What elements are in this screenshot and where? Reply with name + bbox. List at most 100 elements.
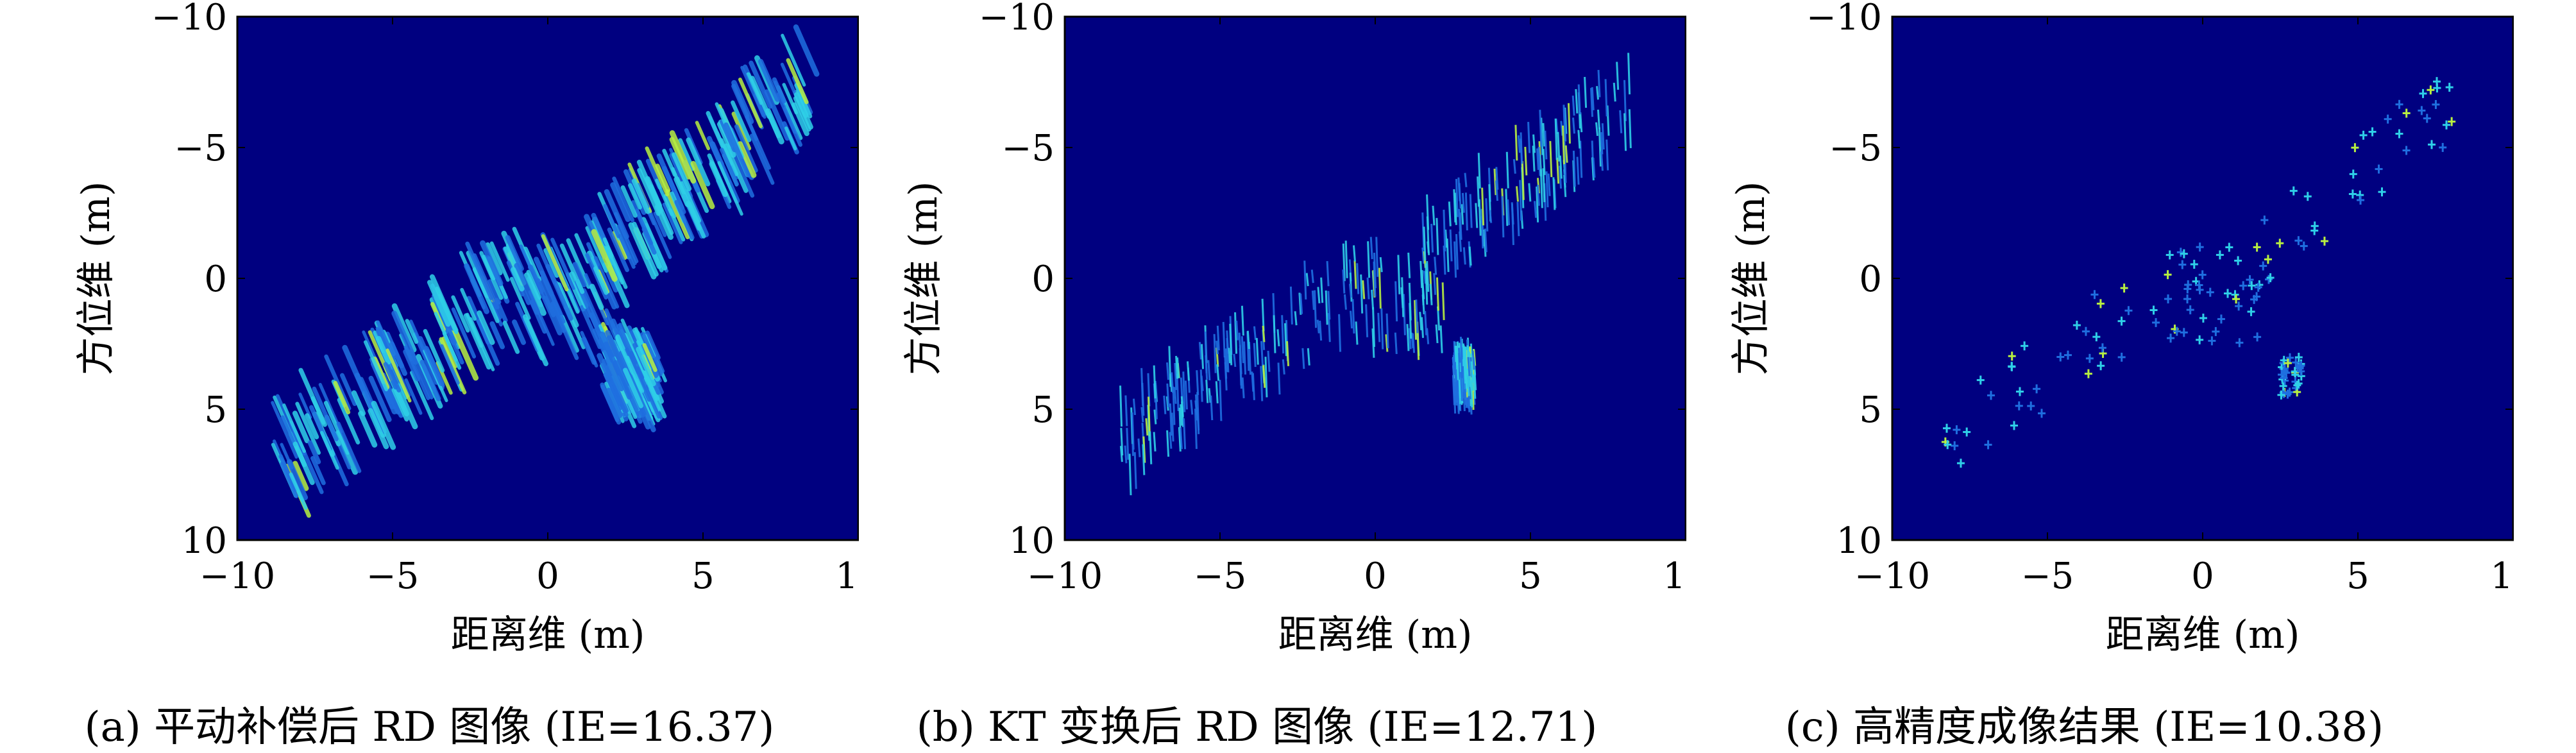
scatterer-mark: [489, 241, 510, 282]
scatterer-mark: [655, 178, 674, 216]
x-tick-label: −10: [1027, 555, 1103, 597]
scatterer-mark: [750, 76, 772, 119]
scatterer-mark: [489, 321, 505, 350]
scatterer-mark: [1360, 274, 1364, 314]
scatterer-mark: [1251, 371, 1255, 392]
scatterer-mark: [451, 307, 477, 359]
scatterer-mark: [1613, 82, 1616, 102]
scatterer-mark: [784, 126, 797, 151]
scatterer-mark: [1458, 183, 1462, 209]
scatterer-mark: [1477, 153, 1481, 189]
scatterer-mark: [1147, 396, 1151, 437]
y-tick-label: 10: [1009, 520, 1055, 562]
scatterer-mark: [460, 287, 477, 321]
scatterer-mark: [394, 383, 418, 430]
scatterer-mark: [642, 343, 657, 372]
scatterer-mark: [1623, 80, 1627, 121]
scatterer-mark: [286, 459, 309, 500]
scatterer-mark: [665, 189, 690, 240]
scatterer-mark: [368, 375, 392, 423]
scatterer-mark: [749, 60, 773, 109]
scatterer-mark: [1369, 237, 1373, 260]
scatterer-mark: [636, 346, 656, 387]
scatterer-mark: [1262, 325, 1266, 343]
scatterer-mark: [1527, 122, 1531, 153]
scatterer-mark: [1514, 124, 1518, 161]
scatterer-mark: [1536, 184, 1540, 206]
scatterer-mark: [386, 348, 412, 403]
y-tick-label: −5: [1829, 128, 1882, 169]
scatterer-mark: [1619, 110, 1623, 133]
scatterer-mark: [606, 387, 623, 418]
scatterer-mark: [295, 402, 321, 455]
scatterer-mark: [439, 337, 467, 394]
scatterer-mark: [1462, 247, 1466, 265]
scatterer-mark: [1325, 290, 1328, 325]
scatterer-mark: [612, 176, 635, 223]
scatterer-mark: [1448, 201, 1452, 226]
scatterer-mark: [1572, 95, 1575, 116]
x-tick-label: −5: [1194, 555, 1247, 597]
scatterer-mark: [1453, 241, 1457, 278]
scatterer-mark: [1171, 372, 1174, 393]
scatterer-mark: [618, 233, 636, 269]
scatterer-mark: [1243, 341, 1247, 375]
scatterer-mark: [1234, 312, 1238, 354]
scatterer-mark: [1394, 281, 1398, 322]
scatterer-mark: [1207, 360, 1211, 381]
scatterer-mark: [1371, 289, 1375, 310]
scatterer-mark: [1443, 245, 1446, 275]
scatterer-mark: [1175, 355, 1179, 379]
scatterer-mark: [1338, 314, 1342, 352]
scatterer-mark: [1544, 130, 1548, 160]
scatterer-mark: [1542, 149, 1546, 175]
scatterer-mark: [1446, 238, 1450, 273]
scatterer-mark: [793, 96, 811, 132]
scatterer-mark: [631, 178, 650, 214]
scatterer-mark: [1600, 131, 1604, 155]
scatterer-mark: [534, 257, 554, 297]
scatterer-mark: [1481, 187, 1485, 226]
scatterer-mark: [545, 264, 573, 321]
scatterer-mark: [625, 355, 645, 393]
scatterer-mark: [1517, 135, 1521, 153]
scatterer-mark: [593, 266, 609, 295]
scatterer-mark: [611, 231, 627, 260]
scatterer-mark: [405, 319, 419, 344]
scatterer-mark: [336, 421, 362, 473]
scatterer-mark: [1260, 366, 1264, 402]
y-tick-label: −10: [979, 0, 1055, 38]
scatterer-mark: [541, 296, 563, 335]
scatterer-mark: [706, 111, 733, 166]
scatterer-mark: [1563, 141, 1567, 183]
scatterer-mark: [585, 253, 608, 300]
scatterer-mark: [1319, 320, 1323, 341]
scatterer-mark: [1627, 53, 1631, 95]
scatterer-mark: [655, 164, 671, 193]
scatterer-mark: [1120, 428, 1124, 456]
scatterer-mark: [616, 224, 637, 266]
scatterer-mark: [1591, 157, 1595, 181]
scatterer-mark: [1320, 277, 1324, 303]
scatterer-mark: [298, 368, 327, 427]
scatterer-mark: [749, 133, 775, 185]
scatterer-mark: [1178, 427, 1182, 452]
scatterer-mark: [572, 262, 587, 288]
scatterer-mark: [363, 340, 389, 392]
scatterer-mark: [1233, 353, 1237, 368]
scatterer-mark: [1424, 310, 1428, 335]
scatterer-mark: [1281, 315, 1285, 354]
scatterer-mark: [1423, 271, 1427, 284]
scatterer-mark: [391, 303, 417, 353]
scatterer-mark: [653, 211, 667, 237]
scatterer-mark: [1468, 246, 1472, 266]
scatterer-mark: [1327, 313, 1331, 343]
scatterer-mark: [464, 263, 489, 314]
scatterer-mark: [485, 242, 503, 276]
scatterer-mark: [1216, 364, 1220, 381]
scatterer-mark: [1604, 79, 1608, 117]
scatterer-mark: [1241, 336, 1244, 364]
caption-a: (a) 平动补偿后 RD 图像 (IE=16.37): [84, 704, 775, 751]
scatterer-mark: [1519, 180, 1523, 221]
x-tick-label: 0: [536, 555, 559, 597]
